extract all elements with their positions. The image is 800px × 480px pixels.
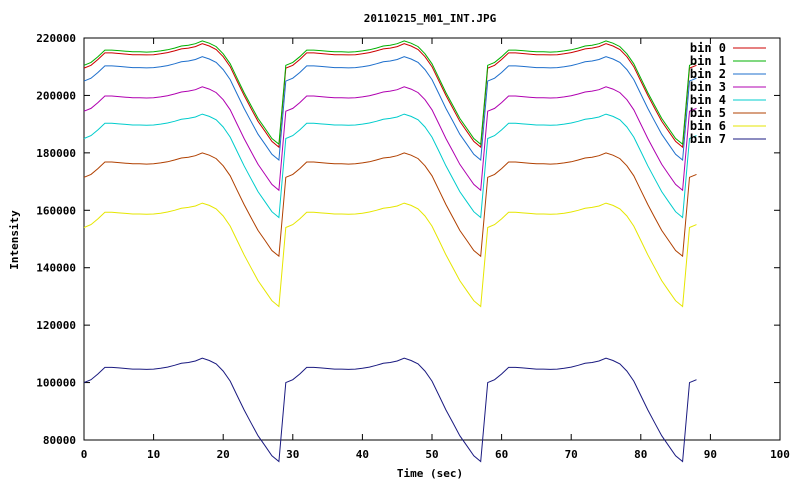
x-tick-label: 70 <box>565 448 578 461</box>
y-tick-label: 140000 <box>36 262 76 275</box>
x-tick-label: 40 <box>356 448 369 461</box>
y-tick-label: 80000 <box>43 434 76 447</box>
legend-label: bin 3 <box>690 80 726 94</box>
y-axis-label: Intensity <box>8 210 21 270</box>
legend-label: bin 4 <box>690 93 726 107</box>
x-tick-label: 80 <box>634 448 647 461</box>
series-line-bin-3 <box>83 86 697 192</box>
y-tick-label: 180000 <box>36 147 76 160</box>
legend-label: bin 2 <box>690 67 726 81</box>
series-lines <box>83 40 697 463</box>
series-line-bin-7 <box>83 357 697 463</box>
x-tick-label: 10 <box>147 448 160 461</box>
series-line-bin-4 <box>83 113 697 219</box>
series-line-bin-0 <box>83 43 697 149</box>
series-line-bin-1 <box>83 40 697 146</box>
x-tick-label: 20 <box>217 448 230 461</box>
series-line-bin-2 <box>83 56 697 161</box>
y-tick-label: 220000 <box>36 32 76 45</box>
y-tick-label: 120000 <box>36 319 76 332</box>
x-tick-label: 90 <box>704 448 717 461</box>
legend-label: bin 5 <box>690 106 726 120</box>
y-tick-label: 200000 <box>36 89 76 102</box>
x-tick-label: 30 <box>286 448 299 461</box>
y-axis: 80000 100000 120000 140000 160000 180000 20000… <box>36 32 780 447</box>
legend-label: bin 1 <box>690 54 726 68</box>
legend-label: bin 6 <box>690 119 726 133</box>
x-axis: 0 10 20 30 40 50 60 70 80 90 100 <box>81 38 790 461</box>
legend-label: bin 7 <box>690 132 726 146</box>
chart-title: 20110215_M01_INT.JPG <box>364 12 497 25</box>
x-tick-label: 50 <box>425 448 438 461</box>
plot-frame <box>83 37 781 441</box>
x-tick-label: 100 <box>770 448 790 461</box>
plot-border <box>83 37 781 441</box>
x-axis-label: Time (sec) <box>397 467 463 480</box>
x-tick-label: 0 <box>81 448 88 461</box>
x-tick-label: 60 <box>495 448 508 461</box>
series-line-bin-6 <box>83 202 697 308</box>
y-tick-label: 100000 <box>36 377 76 390</box>
y-tick-label: 160000 <box>36 204 76 217</box>
legend-label: bin 0 <box>690 41 726 55</box>
series-line-bin-5 <box>83 152 697 258</box>
